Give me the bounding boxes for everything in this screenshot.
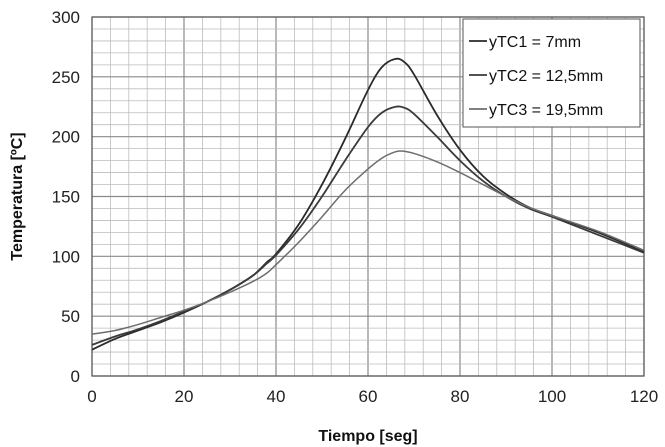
y-axis-title: Temperatura [ºC]: [9, 132, 26, 260]
legend-label: yTC1 = 7mm: [489, 34, 581, 51]
legend-label: yTC3 = 19,5mm: [489, 102, 603, 119]
y-tick-label: 150: [52, 188, 80, 207]
tick-labels: 0 20 40 60 80 100 120 0 50 100 150 200 250 300: [52, 8, 659, 406]
plot-frame: [91, 16, 645, 377]
series-line-1: [91, 57, 645, 351]
x-tick-label: 20: [175, 387, 194, 406]
legend-box: [462, 18, 641, 128]
series-lines: [91, 57, 645, 351]
x-tick-label: 0: [87, 387, 96, 406]
y-tick-label: 300: [52, 8, 80, 27]
x-tick-label: 100: [538, 387, 566, 406]
legend: yTC1 = 7mm yTC2 = 12,5mm yTC3 = 19,5mm: [462, 18, 641, 128]
y-tick-label: 200: [52, 128, 80, 147]
x-tick-label: 60: [359, 387, 378, 406]
grid-lines: [91, 16, 645, 377]
x-tick-label: 40: [267, 387, 286, 406]
series-line-3: [91, 150, 645, 335]
x-axis-title: Tiempo [seg]: [318, 428, 417, 445]
x-tick-label: 120: [630, 387, 658, 406]
y-tick-label: 250: [52, 68, 80, 87]
plot-border: [91, 16, 645, 377]
x-tick-label: 80: [451, 387, 470, 406]
legend-label: yTC2 = 12,5mm: [489, 68, 603, 85]
y-tick-label: 100: [52, 247, 80, 266]
y-tick-label: 0: [71, 367, 80, 386]
y-tick-label: 50: [61, 307, 80, 326]
